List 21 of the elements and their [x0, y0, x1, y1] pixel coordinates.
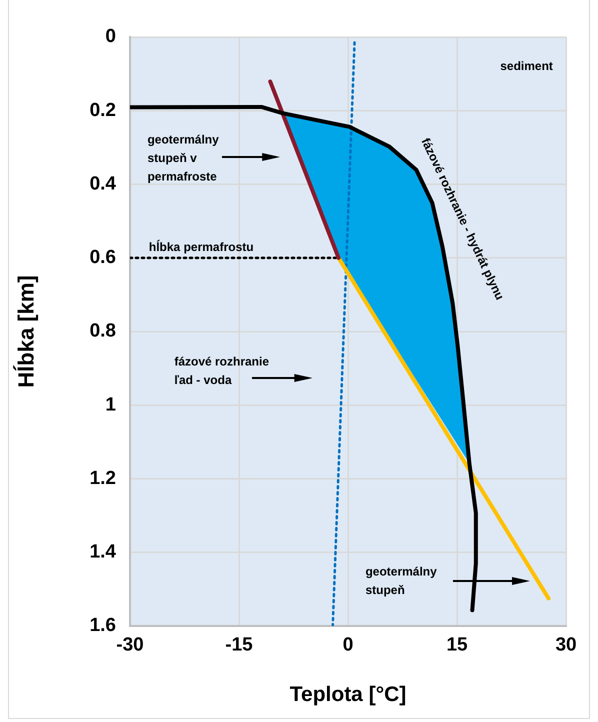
y-tick-label: 0.4 [90, 173, 116, 194]
y-axis-title: Hĺbka [km] [12, 275, 38, 388]
x-tick-label: -30 [116, 634, 144, 656]
y-tick-label: 1.2 [90, 468, 116, 489]
x-tick-label: 15 [446, 634, 468, 656]
annotation: fázové rozhranie ľad - voda [174, 354, 270, 388]
y-tick-label: 0.8 [90, 320, 116, 342]
x-axis-title: Teplota [°C] [290, 683, 406, 706]
x-tick-label: 0 [342, 634, 354, 656]
y-tick-label: 1.6 [90, 615, 116, 636]
annotation: geotermálny stupeň [365, 564, 438, 598]
x-tick-label: -15 [225, 634, 254, 656]
y-tick-label: 1.4 [90, 542, 116, 563]
annotation: hĺbka permafrostu [148, 238, 254, 254]
y-tick-label: 0.2 [90, 100, 116, 121]
annotation: geotermálny stupeň v permafroste [147, 132, 220, 184]
annotation: sediment [500, 58, 553, 73]
x-tick-label: 30 [555, 634, 577, 656]
y-tick-label: 0 [105, 26, 116, 48]
y-tick-label: 0.6 [90, 247, 116, 268]
y-tick-label: 1 [105, 394, 116, 416]
